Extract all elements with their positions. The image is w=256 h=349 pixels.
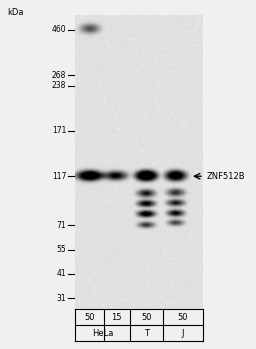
Text: 50: 50: [141, 313, 152, 321]
Text: kDa: kDa: [8, 8, 24, 17]
Text: 460: 460: [52, 25, 66, 34]
Text: 268: 268: [52, 70, 66, 80]
Text: 238: 238: [52, 81, 66, 90]
Text: 41: 41: [57, 269, 66, 279]
Text: HeLa: HeLa: [92, 329, 113, 338]
Text: 71: 71: [57, 221, 66, 230]
Text: 171: 171: [52, 126, 66, 135]
Text: 55: 55: [57, 245, 66, 254]
Text: 15: 15: [112, 313, 122, 321]
Text: J: J: [182, 329, 184, 338]
Text: ZNF512B: ZNF512B: [207, 172, 245, 181]
Text: 50: 50: [178, 313, 188, 321]
Text: 117: 117: [52, 172, 66, 181]
Text: T: T: [144, 329, 149, 338]
Text: 31: 31: [57, 294, 66, 303]
Text: 50: 50: [84, 313, 95, 321]
